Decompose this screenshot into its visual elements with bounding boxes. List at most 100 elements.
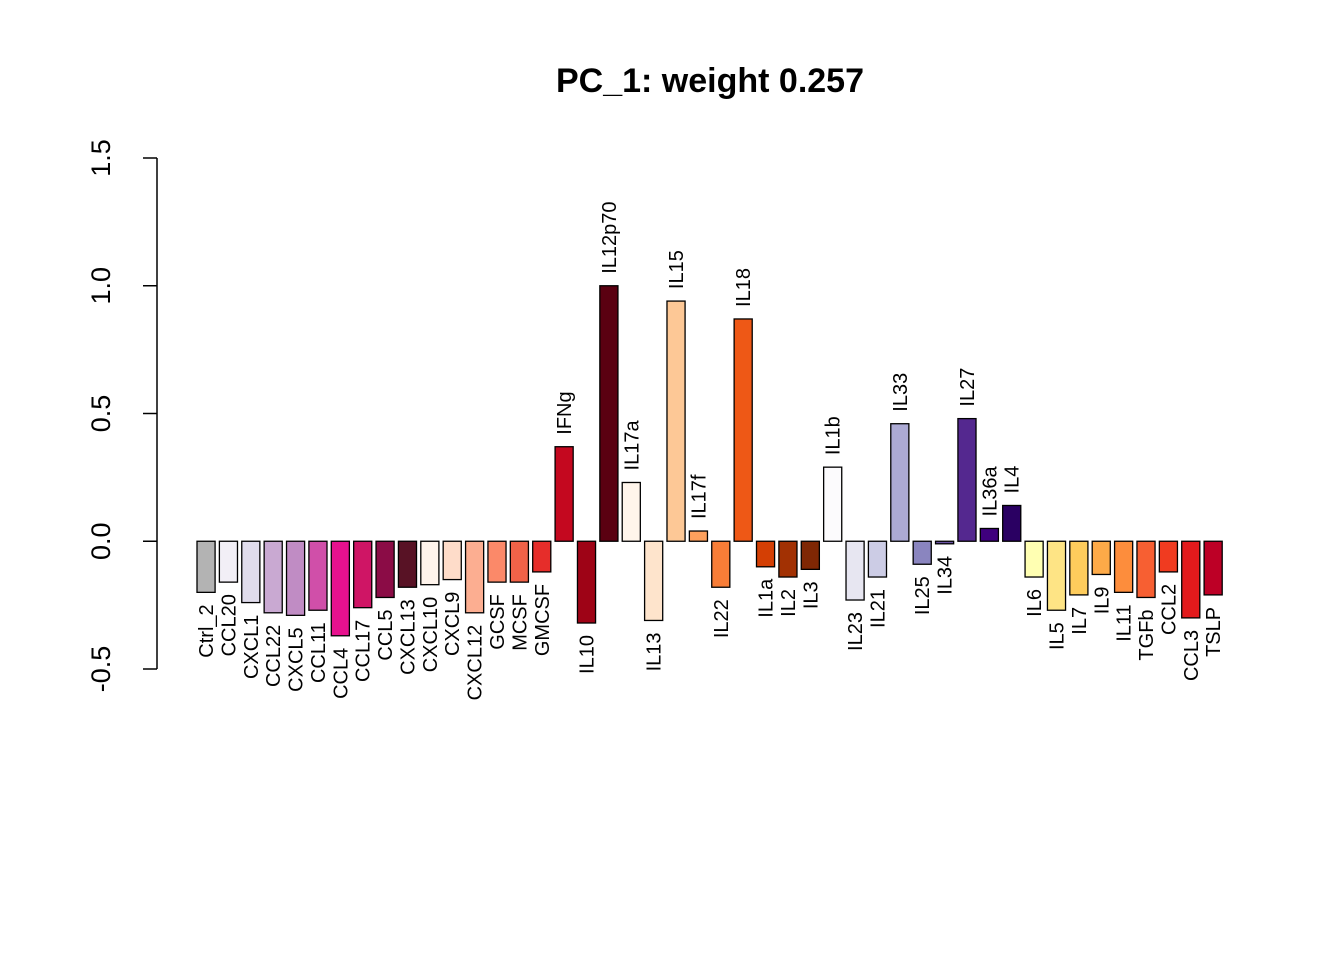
bar-label: IL13: [644, 632, 666, 671]
bar-cxcl5: [285, 540, 306, 616]
bar-label: Ctrl_2: [196, 604, 218, 657]
bar-ccl2: [1158, 540, 1179, 573]
bars: [196, 285, 1223, 637]
bar-labels: Ctrl_2 CCL20 CXCL1 CCL22 CXCL5 CCL11 CCL4 CCL17…: [196, 201, 1225, 700]
bar-il17f: [688, 530, 709, 542]
bar-il22: [711, 540, 731, 588]
y-tick-label: 0.0: [86, 522, 116, 560]
bar-label: CCL17: [353, 620, 375, 682]
bar-ccl17: [353, 540, 373, 609]
bar-ccl4: [330, 540, 351, 637]
bar-label: IL17f: [688, 474, 710, 519]
bar-label: CCL22: [263, 625, 285, 687]
bar-il27: [957, 417, 977, 542]
bar-label: IL1b: [823, 416, 845, 455]
bar-label: IL22: [711, 599, 733, 638]
bar-cxcl12: [464, 540, 485, 614]
bar-ccl3: [1181, 540, 1201, 619]
bar-label: IL2: [778, 589, 800, 617]
bar-label: IL23: [845, 612, 867, 651]
bar-label: IL27: [957, 368, 979, 407]
bar-label: MCSF: [509, 594, 531, 651]
bar-label: CXCL9: [442, 592, 464, 656]
bar-label: CCL20: [218, 594, 240, 656]
bar-il7: [1069, 540, 1089, 596]
bar-il11: [1113, 540, 1134, 593]
bar-ccl22: [263, 540, 283, 614]
bar-il10: [576, 540, 597, 624]
bar-label: IL18: [733, 268, 755, 307]
bar-label: CXCL13: [397, 599, 419, 675]
bar-tgfb: [1136, 540, 1156, 599]
bar-label: GMCSF: [532, 584, 554, 656]
bar-label: GCSF: [487, 594, 509, 650]
bar-label: CCL4: [330, 648, 352, 699]
bar-label: IL34: [935, 556, 957, 595]
bar-il3: [800, 540, 821, 571]
bar-cxcl10: [420, 540, 440, 586]
bar-label: IL25: [912, 576, 934, 615]
bar-mcsf: [509, 540, 530, 583]
bar-il2: [778, 540, 798, 578]
bar-label: IL1a: [756, 578, 778, 618]
bar-label: CXCL5: [286, 627, 308, 691]
bar-label: IL11: [1114, 604, 1136, 641]
bar-il25: [912, 540, 932, 565]
bar-il9: [1091, 540, 1111, 576]
bar-label: IL36a: [979, 466, 1001, 517]
bar-il23: [845, 540, 865, 601]
y-tick-label: -0.5: [86, 646, 116, 693]
bar-label: TGFb: [1136, 609, 1158, 660]
bar-gcsf: [487, 540, 507, 583]
bar-il33: [890, 423, 910, 542]
bar-label: CXCL1: [241, 615, 263, 679]
y-tick-label: 1.0: [86, 267, 116, 305]
bar-label: IL21: [867, 589, 889, 628]
bar-ccl20: [218, 540, 239, 583]
bar-label: IL15: [666, 250, 688, 289]
bar-label: IL6: [1024, 589, 1046, 617]
bar-il13: [643, 540, 664, 622]
bar-label: IL33: [890, 373, 912, 412]
bar-ccl11: [308, 540, 328, 611]
bar-label: CCL11: [308, 622, 330, 683]
bar-label: IL5: [1046, 622, 1068, 650]
y-tick-label: 0.5: [86, 395, 116, 433]
bar-il1a: [755, 540, 776, 568]
bar-il4: [1002, 504, 1022, 542]
bar-label: IFNg: [554, 391, 576, 434]
bar-il6: [1024, 540, 1044, 578]
y-axis: -0.5 0.0 0.5 1.0 1.5: [86, 139, 158, 693]
bar-il17a: [621, 481, 641, 542]
bar-label: CXCL12: [465, 625, 487, 701]
y-tick-label: 1.5: [86, 139, 116, 177]
bar-il34: [934, 540, 955, 545]
bar-label: IL4: [1002, 466, 1024, 494]
bar-ifng: [554, 446, 574, 542]
bar-label: IL3: [800, 581, 822, 609]
bar-label: IL17a: [621, 420, 643, 471]
bar-label: TSLP: [1203, 607, 1225, 657]
bar-il21: [867, 540, 888, 578]
bar-gmcsf: [532, 540, 552, 573]
bar-label: CCL3: [1181, 630, 1203, 681]
bar-label: IL10: [577, 635, 599, 674]
bar-il36a: [979, 527, 1000, 542]
bar-label: CXCL10: [420, 597, 442, 673]
bar-label: IL7: [1069, 607, 1091, 635]
bar-il5: [1046, 540, 1067, 611]
bar-label: IL9: [1091, 586, 1113, 614]
bar-label: IL12p70: [599, 201, 621, 273]
bar-label: CCL2: [1158, 584, 1180, 635]
chart-title: PC_1: weight 0.257: [556, 62, 864, 100]
bar-ctrl-2: [196, 540, 216, 593]
bar-cxcl9: [442, 540, 462, 581]
bar-cxcl13: [397, 540, 418, 588]
bar-il1b: [822, 466, 843, 542]
bar-label: CCL5: [375, 609, 397, 660]
bar-il15: [666, 300, 686, 542]
bar-il18: [733, 318, 753, 542]
bar-il12p70: [599, 285, 619, 542]
bar-tslp: [1203, 540, 1223, 596]
